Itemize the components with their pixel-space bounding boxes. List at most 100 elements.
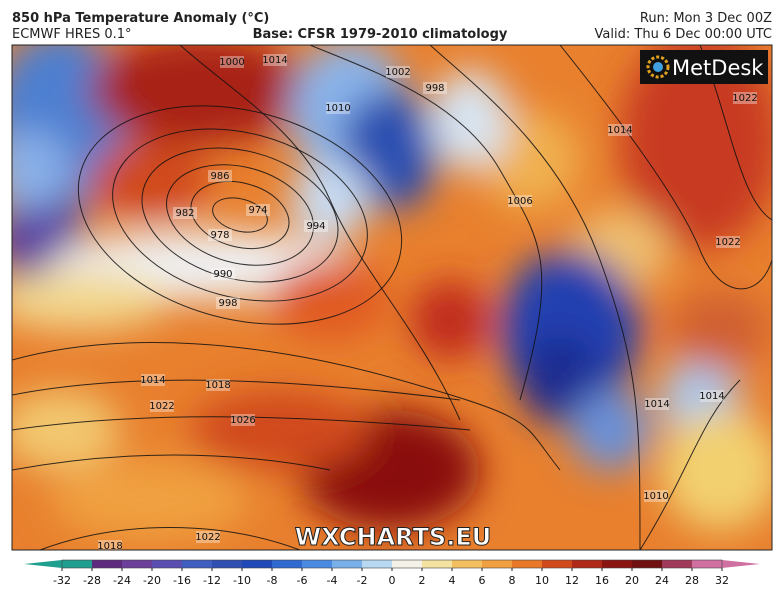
anomaly-patch <box>670 290 770 370</box>
isobar <box>639 379 741 550</box>
isobar <box>179 45 461 421</box>
colorbar-segment <box>602 560 633 568</box>
isobar-label: 1006 <box>507 196 532 207</box>
isobar <box>559 45 772 290</box>
colorbar-segment <box>512 560 543 568</box>
colorbar-segment <box>182 560 213 568</box>
colorbar-tick-label: -10 <box>233 574 251 587</box>
logo-box: MetDesk <box>640 50 768 84</box>
isobar-label: 1022 <box>195 532 220 543</box>
colorbar-tick-label: 10 <box>535 574 549 587</box>
isobar <box>165 164 315 266</box>
colorbar: -32 -28 -24 -20 -16 -12 -10 -8 -6 -4 -2 0 2 4 6 8 10 12 16… <box>24 559 760 587</box>
anomaly-patch <box>660 410 772 530</box>
map-frame <box>11 44 773 551</box>
isobar-label: 998 <box>425 83 444 94</box>
colorbar-tick-label: -12 <box>203 574 221 587</box>
anomaly-patch <box>340 90 440 210</box>
isobar-label: 974 <box>248 205 267 216</box>
isobar-label-bg <box>150 400 174 412</box>
isobar-label-bg <box>700 390 724 402</box>
colorbar-segment <box>152 560 183 568</box>
colorbar-tick-label: 32 <box>715 574 729 587</box>
isobar <box>190 180 290 250</box>
anomaly-patch <box>12 390 120 470</box>
isobar <box>39 527 301 550</box>
logo: MetDesk <box>672 56 764 80</box>
isobar-label: 986 <box>210 171 229 182</box>
isobar <box>12 454 331 471</box>
colorbar-tick-label: -32 <box>53 574 71 587</box>
isobar <box>12 416 471 431</box>
colorbar-tick-label: 2 <box>419 574 426 587</box>
run: Run: Mon 3 Dec 00Z <box>640 11 772 26</box>
isobar-label-bg <box>98 540 122 550</box>
isobar-label: 1014 <box>644 399 669 410</box>
valid: Valid: Thu 6 Dec 00:00 UTC <box>595 27 772 42</box>
colorbar-tick-label: 16 <box>595 574 609 587</box>
colorbar-tick-label: 8 <box>509 574 516 587</box>
anomaly-patch <box>430 70 510 170</box>
anomaly-field <box>12 45 772 540</box>
isobar-label-bg <box>208 229 232 241</box>
isobar-label: 1022 <box>149 401 174 412</box>
colorbar-segment <box>272 560 303 568</box>
isobar-label-bg <box>173 207 197 219</box>
colorbar-segment <box>122 560 153 568</box>
anomaly-patch <box>190 390 370 470</box>
colorbar-tick-label: 0 <box>389 574 396 587</box>
colorbar-segment <box>242 560 273 568</box>
isobar-label: 1014 <box>699 391 724 402</box>
map: 1000 1014 1002 998 1010 986 974 978 982 990 998 994… <box>12 45 772 552</box>
colorbar-segment <box>542 560 573 568</box>
isobar-label-bg <box>644 490 668 502</box>
isobar-label: 1002 <box>385 67 410 78</box>
colorbar-tick-label: -8 <box>267 574 278 587</box>
colorbar-segment <box>392 560 423 568</box>
model: ECMWF HRES 0.1° <box>12 27 132 42</box>
colorbar-tick-label: 28 <box>685 574 699 587</box>
isobar-label: 1022 <box>732 93 757 104</box>
anomaly-patch <box>90 140 210 220</box>
isobar-label: 1022 <box>715 237 740 248</box>
colorbar-tick-label: -4 <box>327 574 338 587</box>
isobar-label-bg <box>645 398 669 410</box>
isobar-label-bg <box>508 195 532 207</box>
colorbar-tick-label: -16 <box>173 574 191 587</box>
isobar-label-bg <box>211 268 235 280</box>
isobar-label: 982 <box>175 208 194 219</box>
colorbar-tick-label: 4 <box>449 574 456 587</box>
colorbar-segment <box>62 560 93 568</box>
colorbar-end <box>24 560 62 568</box>
isobar-label-bg <box>208 170 232 182</box>
isobar-label-bg <box>326 102 350 114</box>
colorbar-tick-label: 20 <box>625 574 639 587</box>
isobar-label-bg <box>304 220 328 232</box>
isobar <box>12 342 561 471</box>
anomaly-patch <box>12 270 170 330</box>
isobar-label: 1000 <box>219 57 244 68</box>
colorbar-segment <box>692 560 723 568</box>
anomaly-patch <box>410 280 490 360</box>
colorbar-segment <box>212 560 243 568</box>
colorbar-segment <box>662 560 693 568</box>
colorbar-segment <box>302 560 333 568</box>
isobar-label: 1014 <box>140 375 165 386</box>
isobar-label-bg <box>231 414 255 426</box>
watermark: WXCHARTS.EU <box>295 523 491 551</box>
colorbar-segment <box>452 560 483 568</box>
isobar-label: 1010 <box>643 491 668 502</box>
colorbar-tick-label: -20 <box>143 574 161 587</box>
isobar-label: 1014 <box>262 55 287 66</box>
colorbar-segment <box>482 560 513 568</box>
anomaly-patch <box>570 390 650 470</box>
colorbar-tick-label: 12 <box>565 574 579 587</box>
isobar <box>429 45 641 550</box>
colorbar-tick-label: -28 <box>83 574 101 587</box>
isobar-label: 1018 <box>97 541 122 552</box>
isobar-label: 1014 <box>607 125 632 136</box>
isobar-label-bg <box>423 82 447 94</box>
isobar-label: 990 <box>213 269 232 280</box>
isobar <box>212 197 268 233</box>
